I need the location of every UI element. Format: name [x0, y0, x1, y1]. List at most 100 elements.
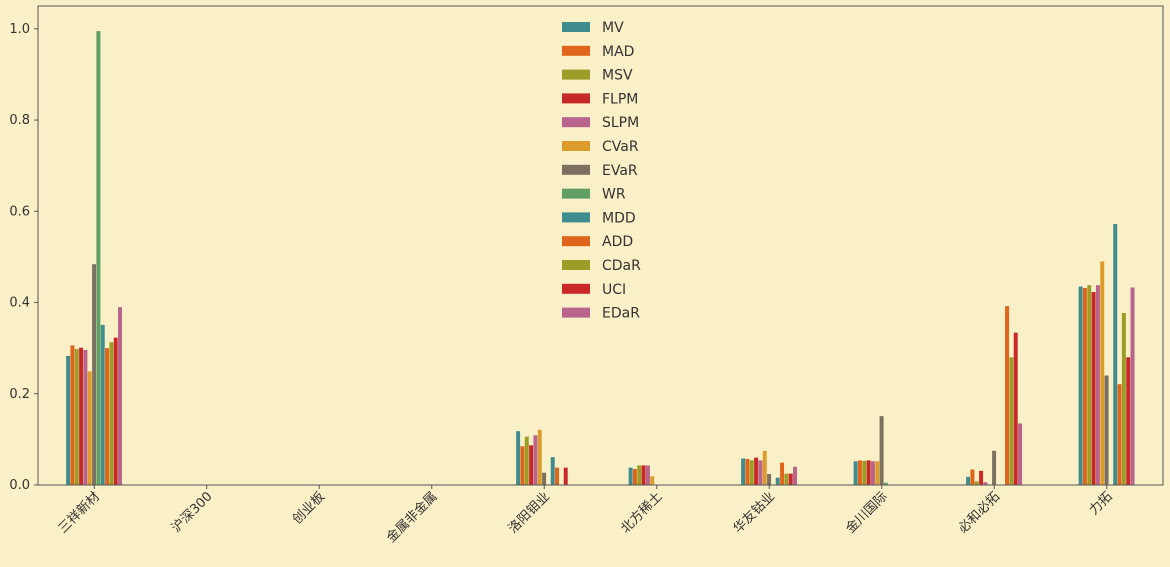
legend-swatch: [562, 212, 590, 223]
bar-uci-9: [1126, 357, 1131, 485]
bar-flpm-5: [641, 465, 646, 485]
series-cdar: [109, 313, 1126, 485]
bar-wr-7: [883, 482, 888, 485]
bar-uci-0: [113, 337, 118, 485]
bar-cvar-9: [1100, 261, 1105, 485]
bar-mad-8: [970, 469, 975, 485]
bar-msv-4: [524, 436, 529, 485]
bar-mad-5: [632, 469, 637, 485]
legend-swatch: [562, 22, 590, 32]
legend-swatch: [562, 45, 590, 56]
bar-cdar-9: [1121, 313, 1126, 485]
series-msv: [74, 285, 1092, 485]
legend-item-mad: MAD: [562, 44, 634, 60]
legend-swatch: [562, 164, 590, 175]
y-tick-label: 0.6: [9, 204, 30, 219]
x-tick-label: 北方稀土: [617, 489, 665, 537]
legend-swatch: [562, 188, 590, 199]
legend-label: ADD: [602, 234, 633, 250]
series-mdd: [100, 224, 1118, 485]
series-wr: [96, 31, 888, 486]
legend-item-mv: MV: [562, 20, 624, 36]
legend: MV MAD MSV FLPM SLPM CVaR EVaR WR MDD ADD CDaR UCI E…: [562, 20, 641, 322]
x-tick-label: 力拓: [1087, 489, 1116, 518]
bar-msv-5: [637, 465, 642, 485]
legend-item-evar: EVaR: [562, 163, 638, 179]
series-slpm: [83, 285, 1100, 485]
legend-item-edar: EDaR: [562, 306, 640, 322]
bar-mv-7: [853, 461, 858, 485]
series-cvar: [87, 261, 1105, 485]
bar-mdd-0: [100, 324, 105, 485]
bars-layer: [66, 31, 1135, 486]
bar-slpm-5: [645, 465, 650, 485]
bar-mdd-6: [775, 477, 780, 485]
legend-label: MSV: [602, 68, 633, 84]
bar-slpm-0: [83, 349, 88, 485]
legend-swatch: [562, 236, 590, 247]
bar-wr-0: [96, 31, 101, 486]
legend-swatch: [562, 260, 590, 270]
bar-msv-8: [974, 481, 979, 485]
bar-mv-9: [1078, 286, 1083, 485]
bar-mdd-4: [550, 457, 555, 485]
x-tick-label: 必和必拓: [956, 489, 1003, 536]
bar-evar-6: [767, 474, 772, 485]
bar-evar-9: [1104, 375, 1109, 485]
legend-swatch: [562, 283, 590, 294]
bar-flpm-8: [979, 470, 984, 485]
bar-evar-4: [542, 472, 547, 485]
legend-swatch: [562, 69, 590, 80]
series-evar: [92, 264, 1109, 485]
x-tick-label: 华友钴业: [730, 489, 778, 537]
legend-item-slpm: SLPM: [562, 115, 639, 131]
series-mad: [70, 287, 1087, 485]
bar-cvar-4: [537, 429, 542, 485]
legend-label: SLPM: [602, 115, 639, 131]
legend-label: MAD: [602, 44, 634, 60]
legend-item-add: ADD: [562, 234, 633, 250]
bar-evar-0: [92, 264, 97, 485]
bar-mad-9: [1082, 287, 1087, 485]
x-tick-label: 洛阳钼业: [506, 489, 553, 536]
legend-label: EDaR: [602, 306, 640, 322]
bar-edar-0: [118, 307, 123, 485]
legend-label: UCI: [602, 282, 626, 298]
bar-slpm-7: [870, 461, 875, 485]
bar-cvar-6: [762, 450, 767, 485]
bar-add-9: [1117, 384, 1122, 485]
bar-cvar-7: [875, 461, 880, 485]
bar-evar-7: [879, 416, 884, 485]
y-tick-label: 0.2: [9, 387, 30, 402]
legend-label: FLPM: [602, 91, 638, 107]
legend-item-mdd: MDD: [562, 210, 636, 226]
bar-msv-7: [862, 460, 867, 485]
legend-label: WR: [602, 187, 626, 203]
legend-swatch: [562, 141, 590, 151]
bar-cdar-6: [784, 473, 789, 485]
bar-add-0: [105, 348, 110, 485]
bar-slpm-8: [983, 482, 988, 485]
legend-item-wr: WR: [562, 187, 626, 203]
bar-cdar-0: [109, 342, 114, 485]
bar-mv-4: [516, 431, 521, 485]
y-tick-label: 1.0: [9, 22, 30, 37]
legend-swatch: [562, 93, 590, 104]
legend-label: MV: [602, 20, 624, 36]
bar-uci-8: [1013, 332, 1018, 485]
bar-slpm-4: [533, 435, 538, 485]
plot-frame: [37, 5, 1164, 486]
bar-mad-0: [70, 345, 75, 485]
bar-mad-4: [520, 446, 525, 485]
legend-item-cvar: CVaR: [562, 139, 639, 155]
legend-label: CDaR: [602, 258, 641, 274]
bar-evar-8: [992, 450, 997, 485]
x-tick-label: 金川国际: [842, 489, 890, 537]
y-tick-label: 0.4: [9, 296, 30, 311]
bar-slpm-6: [758, 460, 763, 485]
legend-swatch: [562, 117, 590, 128]
bar-msv-9: [1087, 285, 1092, 485]
bar-flpm-6: [754, 457, 759, 485]
bar-add-4: [555, 467, 560, 485]
